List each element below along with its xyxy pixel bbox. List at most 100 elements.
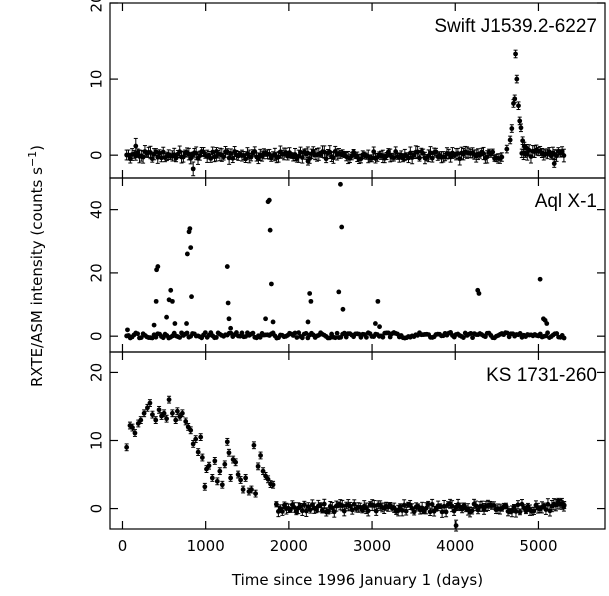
data-point [153, 417, 159, 423]
data-point [213, 335, 219, 340]
data-point [516, 103, 521, 109]
data-point [193, 436, 199, 442]
data-point [427, 509, 433, 515]
data-point [336, 289, 342, 295]
data-point [179, 410, 185, 416]
y-tick-label: 20 [87, 363, 105, 382]
y-axis-title: RXTE/ASM intensity (counts s−1) [26, 145, 46, 387]
data-points-ks-1731-260 [124, 395, 567, 532]
data-point [490, 149, 496, 155]
data-point [239, 330, 245, 336]
data-point [185, 424, 191, 430]
data-point [417, 155, 422, 161]
data-point [243, 475, 249, 481]
data-point [293, 509, 299, 515]
data-point [263, 316, 268, 322]
data-point [214, 478, 220, 484]
x-tick-label: 2000 [270, 537, 308, 555]
data-point [551, 161, 557, 166]
data-point [214, 148, 219, 154]
data-point [240, 487, 246, 492]
data-point [321, 501, 327, 507]
data-point [188, 245, 194, 251]
y-tick-label: 0 [87, 150, 105, 160]
data-point [219, 482, 225, 488]
data-point [250, 330, 256, 336]
data-point [168, 287, 174, 293]
data-point [160, 335, 166, 341]
data-point [190, 166, 196, 172]
data-point [249, 487, 254, 492]
data-point [157, 150, 162, 156]
data-point [504, 146, 510, 152]
data-point [359, 507, 365, 513]
data-point [255, 463, 261, 469]
data-point [544, 321, 550, 326]
data-point [212, 458, 218, 464]
data-point [323, 156, 329, 162]
data-point [517, 331, 523, 336]
data-point [554, 331, 560, 336]
x-tick-label: 3000 [353, 537, 391, 555]
data-point [373, 508, 379, 514]
data-point [341, 508, 347, 514]
data-point [369, 155, 375, 161]
data-point [204, 466, 209, 472]
data-point [308, 298, 314, 304]
data-point [177, 335, 183, 340]
data-point [133, 330, 139, 336]
data-point [561, 335, 567, 341]
data-point [332, 335, 338, 341]
data-point [512, 96, 518, 102]
data-point [199, 455, 205, 460]
data-point [385, 330, 391, 336]
data-point [125, 327, 130, 333]
data-point [225, 300, 231, 306]
data-point [299, 155, 305, 160]
data-point [258, 453, 263, 458]
data-point [537, 276, 543, 282]
panel-frame [109, 177, 606, 353]
data-points-swift-j1539-2-6227 [124, 49, 567, 177]
data-point [513, 509, 519, 514]
data-point [132, 430, 138, 436]
data-point [268, 281, 274, 287]
data-point [270, 319, 276, 325]
data-point [187, 226, 193, 232]
data-point [173, 417, 179, 423]
data-point [226, 450, 232, 456]
data-point [195, 449, 201, 455]
data-point [514, 76, 520, 82]
data-point [509, 508, 515, 514]
y-axis-title-main: RXTE/ASM intensity (counts s [28, 167, 46, 387]
data-point [174, 408, 180, 414]
y-axis-title-superscript: −1 [26, 151, 39, 167]
data-point [364, 334, 369, 340]
data-point [504, 330, 510, 336]
data-point [177, 414, 183, 420]
data-point [524, 145, 530, 151]
data-point [299, 335, 305, 341]
data-point [429, 501, 435, 507]
data-point [393, 149, 399, 154]
y-tick-label: 10 [87, 431, 105, 450]
data-point [141, 410, 147, 416]
x-tick-label: 1000 [187, 537, 225, 555]
data-point [155, 264, 161, 269]
data-point [130, 425, 135, 430]
data-point [273, 501, 279, 507]
data-point [164, 314, 169, 320]
data-point [372, 321, 378, 326]
data-point [523, 508, 529, 514]
panel-swift-j1539-2-6227: 0 10 20 Swift J1539.2-6227 [87, 0, 606, 179]
data-point [507, 137, 513, 143]
data-point [339, 503, 345, 509]
panel-aql-x-1: 0 20 40 Aql X-1 [87, 177, 606, 353]
data-point [243, 334, 249, 339]
data-point [202, 484, 208, 490]
data-point [251, 442, 257, 448]
data-point [164, 416, 169, 422]
data-point [133, 143, 139, 149]
data-point [270, 482, 276, 488]
